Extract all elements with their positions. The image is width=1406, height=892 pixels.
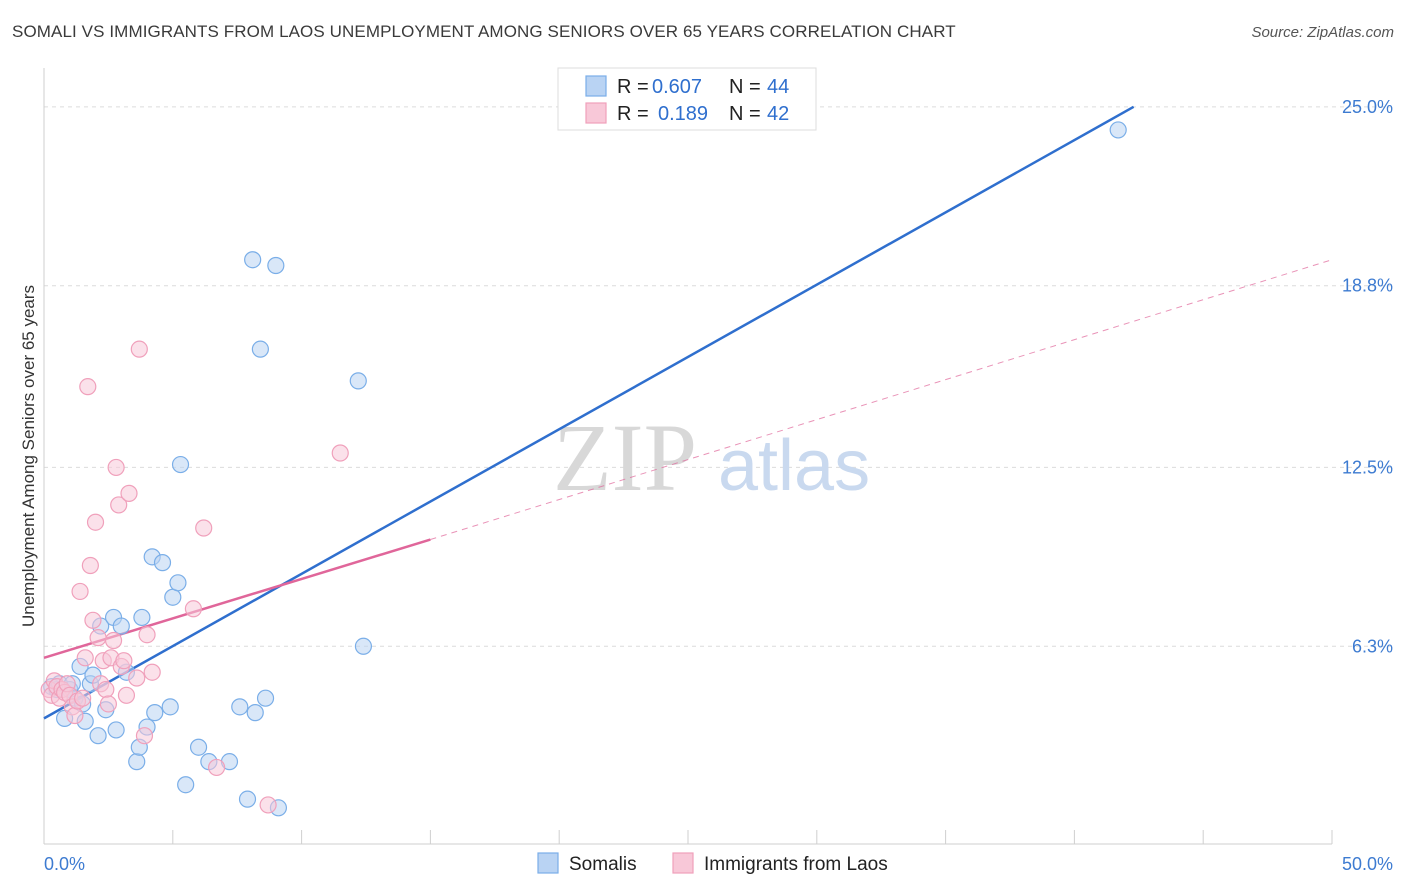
- source-credit: Source: ZipAtlas.com: [1251, 24, 1394, 41]
- point-s1-31: [120, 484, 138, 502]
- watermark-atlas: atlas: [718, 426, 870, 506]
- y-axis-label: Unemployment Among Seniors over 65 years: [19, 285, 38, 627]
- point-s1-39: [207, 758, 226, 777]
- point-s1-35: [138, 626, 156, 644]
- point-s1-10: [66, 706, 84, 725]
- point-s1-34: [135, 727, 154, 745]
- point-s1-16: [81, 556, 99, 575]
- point-s1-26: [107, 458, 125, 477]
- bottom-legend-swatch-laos: [672, 852, 694, 874]
- y-tick-label-2: 18.8%: [1342, 276, 1393, 296]
- legend-r-label-1: R =: [617, 76, 649, 98]
- point-s0-17: [112, 617, 130, 635]
- y-tick-label-1: 12.5%: [1342, 457, 1393, 477]
- point-s1-14: [76, 649, 94, 667]
- data-points: [40, 121, 1127, 817]
- point-s0-25: [153, 554, 172, 572]
- point-s0-28: [169, 574, 187, 592]
- point-s1-30: [117, 686, 136, 704]
- chart-title: SOMALI VS IMMIGRANTS FROM LAOS UNEMPLOYM…: [12, 22, 956, 41]
- bottom-legend: Somalis Immigrants from Laos: [537, 852, 888, 875]
- legend-swatch-somalis: [585, 75, 607, 97]
- bottom-legend-label-somalis: Somalis: [569, 854, 637, 875]
- legend-swatch-laos: [585, 102, 607, 124]
- point-s1-18: [86, 513, 105, 531]
- point-s1-38: [195, 519, 213, 537]
- legend-n-value-2: 42: [767, 103, 789, 125]
- point-s1-25: [104, 631, 123, 650]
- point-s0-34: [231, 698, 249, 716]
- point-s1-23: [99, 695, 118, 713]
- bottom-legend-swatch-somalis: [537, 852, 559, 874]
- y-tick-label-0: 6.3%: [1352, 636, 1393, 656]
- legend-r-value-1: 0.607: [652, 76, 702, 98]
- point-s1-27: [110, 496, 128, 514]
- point-s0-42: [349, 372, 367, 390]
- y-tick-label-3: 25.0%: [1342, 97, 1393, 117]
- point-s1-15: [79, 378, 97, 396]
- point-s1-12: [71, 582, 89, 601]
- point-s0-36: [244, 251, 262, 269]
- legend-n-value-1: 44: [767, 76, 789, 98]
- trend-line-extension-1: [430, 259, 1333, 541]
- point-s0-31: [189, 738, 208, 756]
- point-s1-22: [97, 680, 115, 699]
- legend-box: R = 0.607 N = 44 R = 0.189 N = 42: [557, 67, 817, 131]
- point-s0-27: [164, 588, 182, 606]
- bottom-legend-label-laos: Immigrants from Laos: [704, 854, 888, 875]
- point-s1-37: [184, 600, 203, 618]
- point-s0-16: [107, 721, 125, 739]
- point-s0-39: [256, 689, 275, 707]
- legend-n-label-2: N =: [729, 103, 761, 125]
- legend-r-value-2: 0.189: [658, 103, 708, 125]
- point-s1-29: [115, 652, 133, 670]
- trend-line-0: [43, 105, 1135, 720]
- point-s0-35: [238, 790, 257, 808]
- y-tick-labels: 6.3% 12.5% 18.8% 25.0%: [1342, 97, 1393, 656]
- point-s0-24: [146, 704, 164, 722]
- point-s1-32: [128, 669, 146, 687]
- point-s1-33: [130, 340, 148, 358]
- legend-r-label-2: R =: [617, 103, 649, 125]
- point-s0-40: [267, 256, 285, 275]
- point-s0-37: [246, 704, 264, 722]
- point-s1-17: [84, 611, 102, 629]
- point-s0-19: [128, 753, 146, 771]
- point-s1-13: [74, 689, 92, 707]
- point-s0-38: [251, 340, 269, 358]
- legend-n-label-1: N =: [729, 76, 761, 98]
- point-s0-12: [89, 727, 107, 745]
- point-s1-41: [331, 444, 349, 462]
- point-s0-26: [161, 698, 179, 716]
- watermark-zip: ZIP: [553, 404, 697, 511]
- point-s1-40: [259, 796, 277, 814]
- point-s0-44: [1109, 121, 1127, 139]
- point-s0-43: [354, 637, 373, 655]
- x-tick-label-max: 50.0%: [1342, 854, 1393, 874]
- x-tick-label-min: 0.0%: [44, 854, 85, 874]
- point-s1-19: [89, 629, 107, 647]
- axes: [43, 68, 1333, 845]
- gridlines: [44, 106, 1392, 647]
- point-s1-36: [143, 663, 161, 681]
- point-s0-30: [177, 776, 195, 794]
- point-s0-29: [171, 455, 190, 474]
- point-s0-21: [133, 608, 151, 627]
